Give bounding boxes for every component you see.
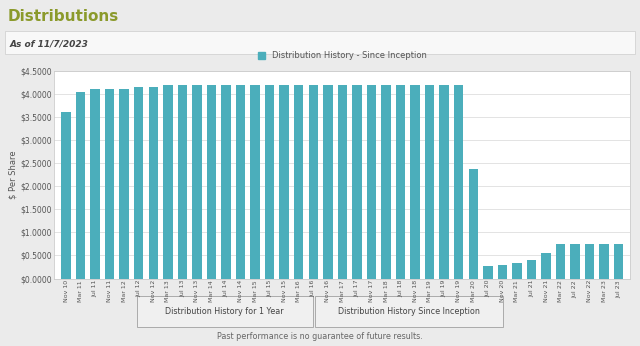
Bar <box>294 85 303 279</box>
Bar <box>61 112 71 279</box>
Bar <box>250 85 260 279</box>
Bar <box>207 85 216 279</box>
Legend: Distribution History - Since Inception: Distribution History - Since Inception <box>255 48 430 64</box>
Text: Distribution History Since Inception: Distribution History Since Inception <box>338 307 480 316</box>
Bar <box>323 85 333 279</box>
Text: Distribution History for 1 Year: Distribution History for 1 Year <box>165 307 284 316</box>
Bar <box>308 85 318 279</box>
Bar <box>192 85 202 279</box>
Bar <box>396 85 405 279</box>
FancyBboxPatch shape <box>137 296 313 327</box>
FancyBboxPatch shape <box>5 31 635 54</box>
Bar <box>527 260 536 279</box>
Bar <box>367 85 376 279</box>
Text: Past performance is no guarantee of future results.: Past performance is no guarantee of futu… <box>217 332 423 341</box>
Bar <box>338 85 347 279</box>
Bar <box>585 244 595 279</box>
Bar <box>440 85 449 279</box>
Bar <box>410 85 420 279</box>
Bar <box>178 85 187 279</box>
Bar <box>468 169 478 279</box>
Bar <box>512 263 522 279</box>
Bar <box>483 266 493 279</box>
Bar <box>352 85 362 279</box>
Bar <box>614 244 623 279</box>
Y-axis label: $ Per Share: $ Per Share <box>8 151 17 199</box>
Bar <box>221 85 231 279</box>
Bar <box>236 85 245 279</box>
Bar <box>163 85 173 279</box>
Bar <box>454 85 463 279</box>
Bar <box>134 87 143 279</box>
Bar <box>265 85 275 279</box>
Bar <box>425 85 435 279</box>
Bar <box>381 85 391 279</box>
Bar <box>556 244 565 279</box>
Bar <box>280 85 289 279</box>
Bar <box>148 87 158 279</box>
Bar <box>120 89 129 279</box>
Bar <box>105 89 115 279</box>
Bar <box>541 253 551 279</box>
Text: Distributions: Distributions <box>8 9 119 24</box>
Bar <box>570 244 580 279</box>
Bar <box>76 92 85 279</box>
Bar <box>90 89 100 279</box>
Bar <box>498 265 507 279</box>
Text: As of 11/7/2023: As of 11/7/2023 <box>10 39 88 48</box>
FancyBboxPatch shape <box>315 296 504 327</box>
Bar <box>600 244 609 279</box>
